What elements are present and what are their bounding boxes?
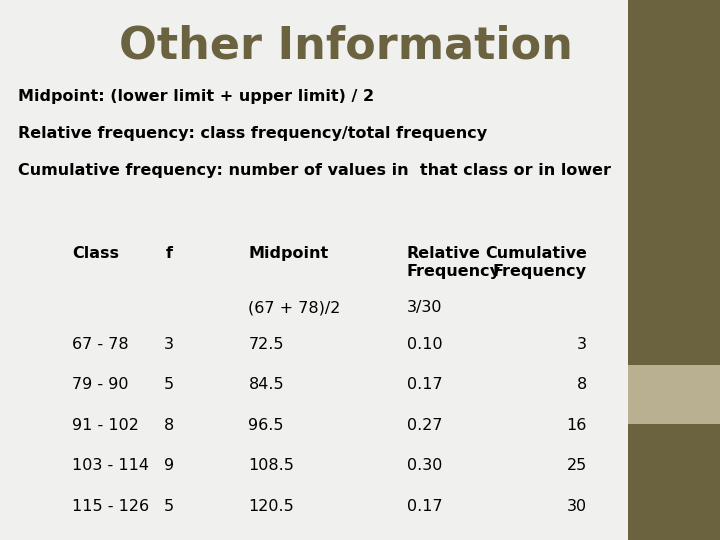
Text: 67 - 78: 67 - 78 — [72, 337, 129, 352]
Text: Midpoint: (lower limit + upper limit) / 2: Midpoint: (lower limit + upper limit) / … — [18, 89, 374, 104]
Text: 79 - 90: 79 - 90 — [72, 377, 128, 393]
Text: 72.5: 72.5 — [248, 337, 284, 352]
Text: 8: 8 — [577, 377, 587, 393]
Text: 8: 8 — [164, 418, 174, 433]
Text: f: f — [166, 246, 173, 261]
Text: Cumulative frequency: number of values in  that class or in lower: Cumulative frequency: number of values i… — [18, 163, 611, 178]
Text: 0.17: 0.17 — [407, 499, 442, 514]
Text: 9: 9 — [164, 458, 174, 474]
Text: 30: 30 — [567, 499, 587, 514]
Text: 0.27: 0.27 — [407, 418, 442, 433]
Text: Midpoint: Midpoint — [248, 246, 328, 261]
Text: 0.30: 0.30 — [407, 458, 442, 474]
Text: Cumulative
Frequency: Cumulative Frequency — [485, 246, 587, 279]
Text: 16: 16 — [567, 418, 587, 433]
Text: 3: 3 — [164, 337, 174, 352]
Text: 91 - 102: 91 - 102 — [72, 418, 139, 433]
Text: Class: Class — [72, 246, 119, 261]
Text: 0.17: 0.17 — [407, 377, 442, 393]
FancyBboxPatch shape — [628, 364, 720, 424]
Text: 0.10: 0.10 — [407, 337, 442, 352]
Text: 3/30: 3/30 — [407, 300, 442, 315]
Text: (67 + 78)/2: (67 + 78)/2 — [248, 300, 341, 315]
Text: 103 - 114: 103 - 114 — [72, 458, 149, 474]
Text: 5: 5 — [164, 499, 174, 514]
Text: Relative frequency: class frequency/total frequency: Relative frequency: class frequency/tota… — [18, 126, 487, 141]
Text: 108.5: 108.5 — [248, 458, 294, 474]
FancyBboxPatch shape — [628, 424, 720, 540]
Text: 115 - 126: 115 - 126 — [72, 499, 149, 514]
Text: Other Information: Other Information — [119, 24, 572, 68]
FancyBboxPatch shape — [628, 0, 720, 364]
Text: 25: 25 — [567, 458, 587, 474]
Text: Relative
Frequency: Relative Frequency — [407, 246, 501, 279]
Text: 96.5: 96.5 — [248, 418, 284, 433]
Text: 84.5: 84.5 — [248, 377, 284, 393]
Text: 120.5: 120.5 — [248, 499, 294, 514]
Text: 3: 3 — [577, 337, 587, 352]
Text: 5: 5 — [164, 377, 174, 393]
